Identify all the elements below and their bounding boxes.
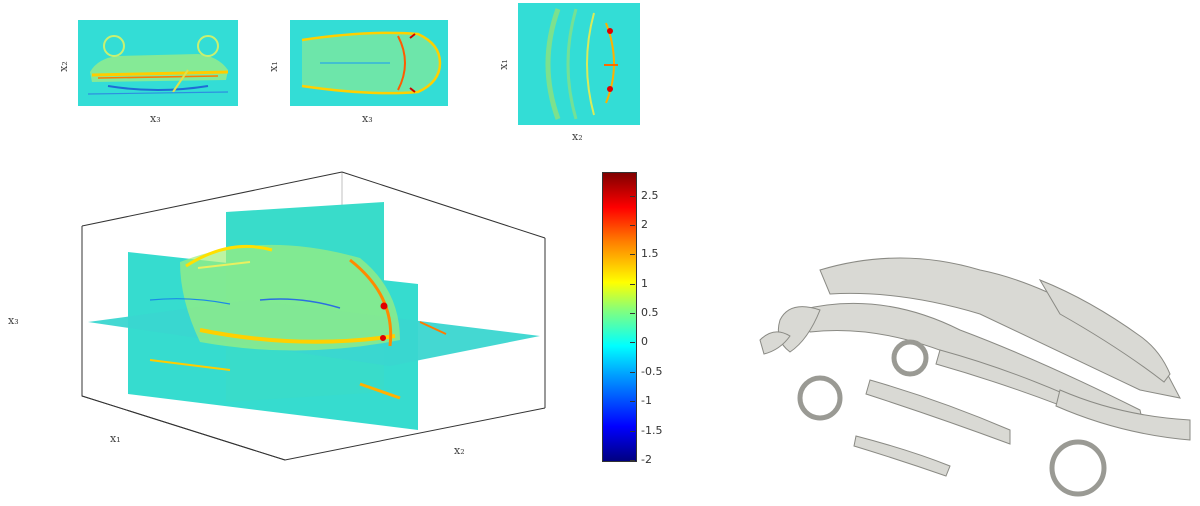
colorbar-tick-mark [630,224,635,226]
colorbar-tick-label: 0.5 [641,306,659,320]
slice-front-xlabel: x₂ [572,130,583,143]
colorbar-tick-mark [630,283,635,285]
volume-3d [81,171,546,461]
colorbar-tick-mark [630,401,635,403]
colorbar-tick-mark [630,342,635,344]
volume-x3-label: x₃ [8,314,19,327]
slice-top [290,20,448,106]
isosurface-render [759,257,1191,497]
volume-x1-label: x₁ [110,432,121,445]
colorbar-tick-mark [630,254,635,256]
colorbar-tick-label: 1.5 [641,247,659,261]
colorbar-tick-label: -1.5 [641,423,663,437]
colorbar-tick-label: -1 [641,394,652,408]
colorbar-tick-label: -2 [641,453,652,466]
slice-side-xlabel: x₃ [150,112,161,125]
slice-top-xlabel: x₃ [362,112,373,125]
colorbar-tick-label: -0.5 [641,364,663,378]
slice-side [78,20,238,106]
slice-front [518,3,640,125]
colorbar-tick-mark [630,313,635,315]
colorbar-tick-mark [630,460,635,461]
volume-x2-label: x₂ [454,444,465,457]
colorbar-tick-label: 0 [641,335,648,349]
colorbar-tick-mark [630,195,635,197]
colorbar-tick-label: 2.5 [641,188,659,202]
colorbar-tick-label: 2 [641,217,648,231]
colorbar-tick-mark [630,430,635,432]
colorbar-tick-label: 1 [641,276,648,290]
colorbar-tick-mark [630,371,635,373]
colorbar [602,172,637,462]
